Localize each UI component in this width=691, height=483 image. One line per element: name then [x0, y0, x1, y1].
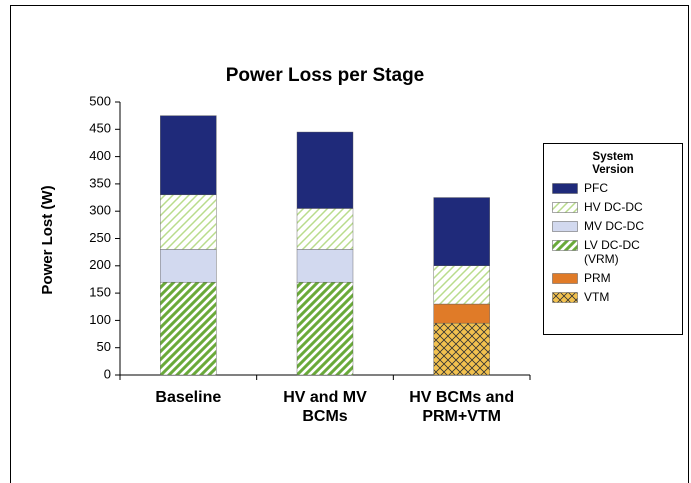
- legend-entry: HV DC-DC: [552, 200, 682, 214]
- x-tick-label: Baseline: [155, 389, 222, 406]
- legend-swatch: [552, 273, 578, 284]
- x-tick-label: HV and MV BCMs: [283, 389, 367, 425]
- y-tick-label: 450: [89, 121, 111, 136]
- bar-segment: [160, 249, 217, 283]
- bar-segment: [433, 303, 490, 324]
- bar-segment: [160, 194, 217, 250]
- legend-label: PRM: [584, 271, 611, 285]
- legend-swatch: [552, 221, 578, 232]
- legend-swatch: [552, 240, 578, 251]
- y-tick-label: 350: [89, 175, 111, 190]
- y-tick-label: 300: [89, 203, 111, 218]
- legend: System Version PFC HV DC-DC MV DC-DC LV DC-…: [543, 143, 683, 335]
- frame: [10, 5, 689, 483]
- legend-entry: VTM: [552, 290, 682, 304]
- x-tick-label: HV BCMs and PRM+VTM: [409, 389, 515, 425]
- y-tick-label: 500: [89, 93, 111, 108]
- y-tick-label: 200: [89, 257, 111, 272]
- legend-entry: LV DC-DC (VRM): [552, 238, 682, 266]
- legend-label: VTM: [584, 290, 610, 304]
- y-tick-label: 100: [89, 312, 111, 327]
- legend-swatch: [552, 292, 578, 303]
- bar-segment: [433, 265, 490, 305]
- bar-segment: [160, 281, 217, 376]
- y-tick-label: 0: [104, 366, 111, 381]
- legend-label: HV DC-DC: [584, 200, 643, 214]
- y-axis-label: Power Lost (W): [39, 185, 56, 294]
- y-tick-label: 400: [89, 148, 111, 163]
- y-tick-label: 150: [89, 285, 111, 300]
- bar-segment: [296, 208, 354, 250]
- bar-segment: [433, 322, 490, 376]
- bar-segment: [433, 197, 490, 267]
- legend-entry: PRM: [552, 271, 682, 285]
- legend-entry: MV DC-DC: [552, 219, 682, 233]
- bar-segment: [296, 249, 354, 283]
- legend-entry: PFC: [552, 181, 682, 195]
- bar-segment: [160, 115, 217, 196]
- y-tick-label: 250: [89, 230, 111, 245]
- legend-title: System Version: [592, 151, 634, 176]
- chart-title: Power Loss per Stage: [226, 65, 425, 86]
- legend-label: MV DC-DC: [584, 219, 644, 233]
- legend-label: LV DC-DC (VRM): [584, 238, 640, 266]
- bar-segment: [296, 281, 354, 376]
- legend-swatch: [552, 202, 578, 213]
- legend-swatch: [552, 183, 578, 194]
- y-tick-label: 50: [97, 339, 111, 354]
- bar-segment: [296, 131, 354, 209]
- legend-label: PFC: [584, 181, 608, 195]
